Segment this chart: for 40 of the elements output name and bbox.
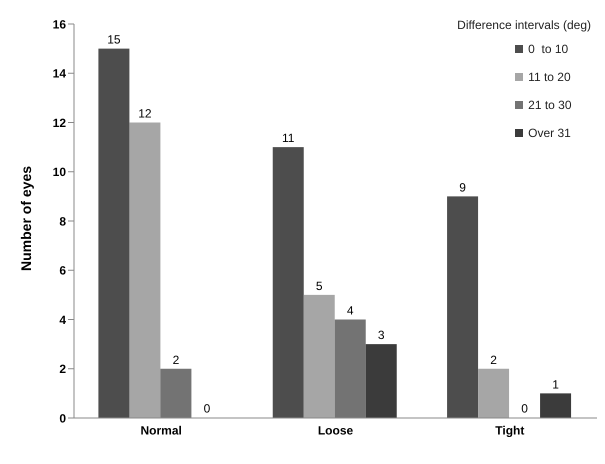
data-label: 1 xyxy=(552,377,560,392)
bar xyxy=(540,393,572,418)
bar xyxy=(272,147,304,418)
data-label: 2 xyxy=(490,352,498,367)
y-tick-label: 8 xyxy=(59,214,66,228)
data-label: 9 xyxy=(459,180,466,194)
bar xyxy=(334,320,366,418)
data-label: 3 xyxy=(378,328,385,342)
legend-title: Difference intervals (deg) xyxy=(457,18,591,32)
y-tick-label: 2 xyxy=(59,362,66,376)
y-tick-label: 0 xyxy=(59,411,66,426)
y-tick-label: 16 xyxy=(52,17,66,32)
y-tick-label: 10 xyxy=(52,165,66,180)
bar xyxy=(478,368,510,418)
data-label: 11 xyxy=(282,131,295,146)
data-label: 15 xyxy=(107,32,121,47)
bar xyxy=(366,344,397,418)
y-tick-label: 4 xyxy=(59,312,66,327)
data-label: 5 xyxy=(316,278,323,293)
x-tick-label: Normal xyxy=(140,424,182,438)
y-tick-label: 14 xyxy=(52,66,66,81)
data-label: 4 xyxy=(346,304,354,318)
data-label: 12 xyxy=(138,106,152,120)
data-label: 0 xyxy=(204,402,211,416)
data-label: 0 xyxy=(521,402,528,416)
x-tick-label: Loose xyxy=(318,424,354,438)
legend-label: 11 to 20 xyxy=(528,70,571,84)
bar xyxy=(447,196,478,418)
y-axis-title: Number of eyes xyxy=(18,166,34,271)
legend-label: Over 31 xyxy=(528,126,571,140)
bar xyxy=(98,48,130,418)
legend-label: 0 to 10 xyxy=(528,42,568,56)
x-tick-label: Tight xyxy=(495,424,524,438)
bar xyxy=(160,368,192,418)
y-tick-label: 12 xyxy=(52,116,66,130)
bar xyxy=(129,122,160,418)
bar xyxy=(304,294,335,418)
legend-label: 21 to 30 xyxy=(528,98,572,112)
y-tick-label: 6 xyxy=(59,264,66,278)
data-label: 2 xyxy=(172,352,180,367)
